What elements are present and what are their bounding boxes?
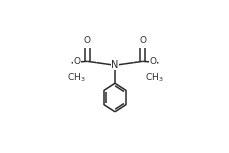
Text: O: O bbox=[74, 57, 81, 66]
Text: O: O bbox=[148, 57, 155, 66]
Text: CH$_3$: CH$_3$ bbox=[144, 72, 163, 84]
Text: O: O bbox=[83, 36, 90, 45]
Text: CH$_3$: CH$_3$ bbox=[66, 72, 85, 84]
Text: N: N bbox=[111, 60, 118, 70]
Text: O: O bbox=[139, 36, 146, 45]
